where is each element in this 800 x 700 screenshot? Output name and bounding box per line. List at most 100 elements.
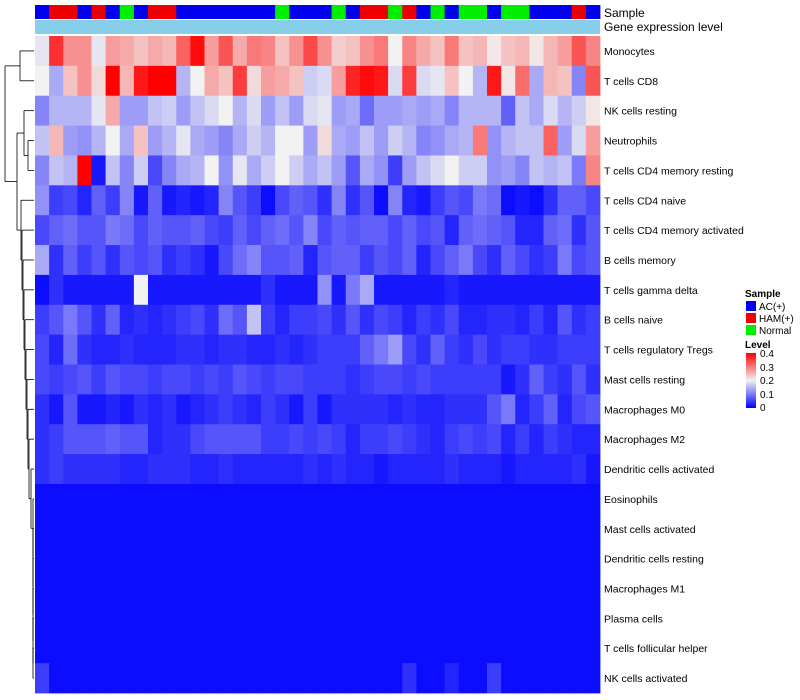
heatmap-cell: [232, 603, 248, 634]
heatmap-cell: [133, 603, 149, 634]
heatmap-cell: [444, 633, 460, 664]
heatmap-cell: [91, 36, 107, 67]
heatmap-cell: [571, 573, 587, 604]
heatmap-cell: [63, 513, 78, 545]
heatmap-cell: [345, 95, 361, 126]
heatmap-cell: [345, 215, 361, 246]
heatmap-cell: [246, 155, 262, 186]
row-labels: Monocytes T cells CD8 NK cells resting Neut…: [604, 46, 744, 685]
heatmap-cell: [204, 663, 220, 694]
heatmap-cell: [190, 543, 205, 574]
row-label: T cells gamma delta: [604, 285, 698, 297]
heatmap-cell: [119, 215, 135, 246]
heatmap-cell: [359, 185, 375, 216]
heatmap-cell: [77, 274, 92, 306]
heatmap-cell: [303, 424, 318, 455]
heatmap-cell: [176, 364, 191, 395]
heatmap-cell: [458, 36, 474, 67]
heatmap-cell: [571, 394, 587, 425]
heatmap-cell: [444, 334, 460, 365]
heatmap-cell: [204, 364, 220, 395]
heatmap-cell: [458, 513, 474, 545]
heatmap-cell: [317, 65, 333, 97]
heatmap-cell: [416, 483, 431, 515]
heatmap-cell: [176, 36, 191, 67]
heatmap-cell: [176, 245, 191, 276]
heatmap-cell: [119, 95, 135, 126]
heatmap-cell: [388, 245, 403, 276]
heatmap-cell: [232, 274, 248, 306]
heatmap-cell: [515, 95, 530, 126]
heatmap-cell: [35, 274, 50, 306]
heatmap-cell: [543, 394, 559, 425]
heatmap-cell: [557, 573, 573, 604]
heatmap-cell: [105, 603, 121, 634]
heatmap-cell: [275, 573, 290, 604]
heatmap-cell: [91, 185, 107, 216]
heatmap-cell: [585, 304, 601, 336]
heatmap-cell: [444, 304, 460, 336]
heatmap-cell: [571, 274, 587, 306]
heatmap-cell: [529, 65, 544, 97]
heatmap-cell: [49, 543, 64, 574]
heatmap-cell: [35, 424, 50, 455]
heatmap-cell: [543, 65, 559, 97]
heatmap-cell: [444, 513, 460, 545]
heatmap-cell: [63, 304, 78, 336]
heatmap-cell: [571, 424, 587, 455]
row-label: NK cells resting: [604, 106, 677, 118]
legend-sample-title: Sample: [745, 289, 781, 300]
heatmap-cell: [289, 663, 304, 694]
sample-annotation-cell: [49, 5, 64, 19]
heatmap-cell: [430, 125, 446, 156]
annotation-labels: Sample Gene expression level: [604, 6, 723, 34]
heatmap-cell: [133, 454, 149, 485]
heatmap-cell: [133, 65, 149, 97]
heatmap-cell: [345, 454, 361, 485]
heatmap-cell: [345, 663, 361, 694]
heatmap-cell: [105, 274, 121, 306]
heatmap-cell: [148, 125, 163, 156]
heatmap-cell: [543, 95, 559, 126]
heatmap-cell: [119, 274, 135, 306]
heatmap-cell: [261, 95, 276, 126]
heatmap-cell: [148, 304, 163, 336]
heatmap-cell: [374, 65, 389, 97]
heatmap-cell: [35, 633, 50, 664]
heatmap-cell: [331, 454, 347, 485]
heatmap-cell: [289, 424, 304, 455]
heatmap-cell: [218, 483, 234, 515]
sample-annotation-cell: [388, 5, 403, 19]
heatmap-cell: [515, 573, 530, 604]
heatmap-cell: [232, 125, 248, 156]
heatmap-cell: [232, 483, 248, 515]
heatmap-cell: [133, 424, 149, 455]
heatmap-cell: [388, 304, 403, 336]
heatmap-cell: [176, 274, 191, 306]
heatmap-cell: [148, 663, 163, 694]
heatmap-cell: [49, 245, 64, 276]
sample-annotation-cell: [218, 5, 234, 19]
heatmap-cell: [63, 424, 78, 455]
heatmap-cell: [402, 483, 417, 515]
heatmap-cell: [487, 215, 502, 246]
heatmap-cell: [289, 304, 304, 336]
heatmap-cell: [317, 155, 333, 186]
heatmap-cell: [472, 274, 488, 306]
heatmap-cell: [472, 424, 488, 455]
heatmap-cell: [246, 454, 262, 485]
heatmap-cell: [246, 543, 262, 574]
heatmap-cell: [501, 633, 516, 664]
heatmap-cell: [359, 663, 375, 694]
heatmap-cell: [162, 65, 177, 97]
heatmap-cell: [374, 513, 389, 545]
heatmap-cell: [49, 334, 64, 365]
heatmap-cell: [416, 304, 431, 336]
heatmap-cell: [49, 513, 64, 545]
heatmap-cell: [515, 274, 530, 306]
heatmap-cell: [416, 185, 431, 216]
heatmap-cell: [557, 245, 573, 276]
heatmap-cell: [585, 36, 601, 67]
row-label: T cells CD4 memory activated: [604, 225, 744, 237]
heatmap-cell: [119, 603, 135, 634]
